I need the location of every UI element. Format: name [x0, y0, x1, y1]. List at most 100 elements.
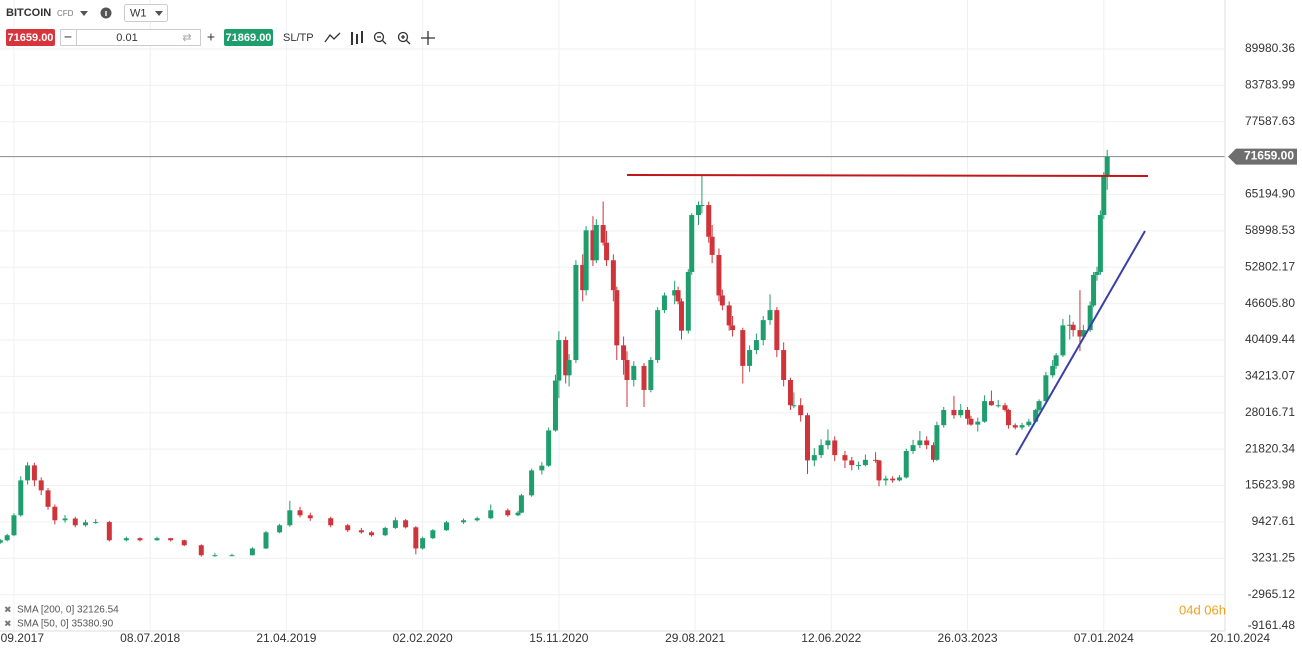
candle-body	[18, 480, 24, 516]
buy-price: 71869.00	[226, 32, 272, 44]
candle-body	[774, 310, 780, 351]
candle-body	[655, 310, 661, 361]
candle-body	[661, 295, 667, 311]
candle-body	[563, 340, 569, 376]
candle-body	[604, 242, 610, 261]
candle-body	[804, 415, 810, 461]
candle-body	[518, 495, 524, 513]
current-price-label: 71659.00	[1244, 149, 1294, 163]
candle-body	[287, 510, 293, 526]
candle-body	[181, 540, 187, 546]
plus-button[interactable]: +	[207, 29, 215, 45]
timeframe: W1	[130, 7, 147, 19]
candle-body	[856, 465, 862, 467]
candle-body	[556, 340, 562, 381]
candle-body	[753, 340, 759, 351]
candle-body	[31, 465, 37, 481]
y-tick-label: 89980.36	[1245, 41, 1295, 55]
symbol-type: CFD	[57, 9, 74, 18]
swap-icon[interactable]: ⇄	[182, 32, 191, 44]
remove-indicator[interactable]: ✖	[4, 618, 12, 628]
resistance-line[interactable]	[626, 174, 1149, 177]
candle-body	[539, 465, 545, 471]
volume[interactable]: 0.01	[116, 32, 137, 44]
info-icon-mark	[105, 11, 107, 16]
candle-body	[420, 538, 426, 549]
x-tick-label: 02.02.2020	[393, 631, 453, 645]
candle-body	[358, 530, 364, 533]
sell-button[interactable]	[6, 29, 55, 46]
candle-body	[590, 230, 596, 261]
zoom-out-mark	[377, 36, 387, 45]
y-tick-label: 3231.25	[1252, 550, 1296, 564]
candle-body	[760, 320, 766, 341]
zoom-out-icon[interactable]	[373, 31, 385, 43]
candle-body	[648, 360, 654, 390]
trend-line[interactable]	[1015, 230, 1146, 456]
candle-body	[38, 480, 44, 491]
candle-body	[566, 360, 572, 376]
candle-body	[580, 264, 586, 291]
candle-body	[583, 230, 589, 291]
candle-body	[975, 421, 981, 425]
candle-body	[614, 290, 620, 346]
candle-body	[62, 518, 68, 521]
candle-body	[1101, 175, 1107, 216]
candle-body	[1097, 215, 1103, 272]
symbol[interactable]: BITCOIN	[6, 7, 51, 19]
candle-body	[474, 518, 480, 521]
x-tick-label: 12.06.2022	[801, 631, 861, 645]
y-tick-label: 58998.53	[1245, 223, 1295, 237]
candle-body	[573, 264, 579, 361]
x-tick-label: 21.04.2019	[256, 631, 316, 645]
candle-body	[505, 510, 511, 516]
candle-body	[767, 310, 773, 321]
x-tick-label: 15.11.2020	[529, 631, 588, 645]
candle-body	[25, 465, 31, 481]
candle-body	[106, 522, 112, 541]
candle-body	[529, 470, 535, 496]
candle-body	[382, 527, 388, 536]
crosshair-icon[interactable]	[421, 31, 435, 45]
remove-indicator[interactable]: ✖	[4, 604, 12, 614]
minus-button[interactable]: −	[64, 29, 72, 45]
symbol-dropdown[interactable]	[80, 11, 88, 16]
indicator[interactable]: SMA [50, 0] 35380.90	[17, 619, 114, 630]
candle-body	[154, 538, 160, 541]
indicator[interactable]: SMA [200, 0] 32126.54	[17, 605, 119, 616]
candle-body	[198, 545, 204, 556]
chart-type-icon[interactable]	[351, 31, 363, 45]
candle-body	[552, 380, 558, 431]
candle-body	[297, 510, 303, 516]
toolbar: BITCOIN CFD W1 71659.00 − 0.01 ⇄ + 71869…	[6, 4, 435, 46]
buy-button[interactable]	[224, 29, 273, 46]
candle-body	[982, 401, 988, 422]
sltp-button[interactable]: SL/TP	[283, 32, 314, 44]
y-tick-label: 34213.07	[1245, 369, 1295, 383]
candle-body	[740, 330, 746, 366]
candle-body	[610, 260, 616, 291]
y-tick-label: 77587.63	[1245, 114, 1295, 128]
volume-box	[60, 29, 201, 46]
candle-body	[924, 440, 930, 446]
zoom-in-mark	[401, 35, 411, 45]
candle-body	[696, 205, 702, 216]
y-tick-label: 83783.99	[1245, 78, 1295, 92]
y-tick-label: -9161.48	[1248, 618, 1296, 632]
candle-body	[1060, 325, 1066, 356]
candle-body	[369, 532, 375, 536]
candle-body	[229, 555, 235, 557]
candle-body	[328, 518, 334, 526]
y-tick-label: 40409.44	[1245, 332, 1295, 346]
candle-body	[515, 512, 521, 516]
line-tool-icon[interactable]	[324, 32, 341, 43]
candle-body	[931, 445, 937, 460]
timeframe-select[interactable]	[124, 4, 168, 22]
candle-body	[1033, 409, 1039, 422]
candle-body	[1050, 365, 1056, 376]
zoom-in-icon[interactable]	[397, 31, 409, 43]
candle-body	[730, 325, 736, 331]
indicator-list: ✖ SMA [200, 0] 32126.54 ✖ SMA [50, 0] 35…	[4, 604, 119, 629]
